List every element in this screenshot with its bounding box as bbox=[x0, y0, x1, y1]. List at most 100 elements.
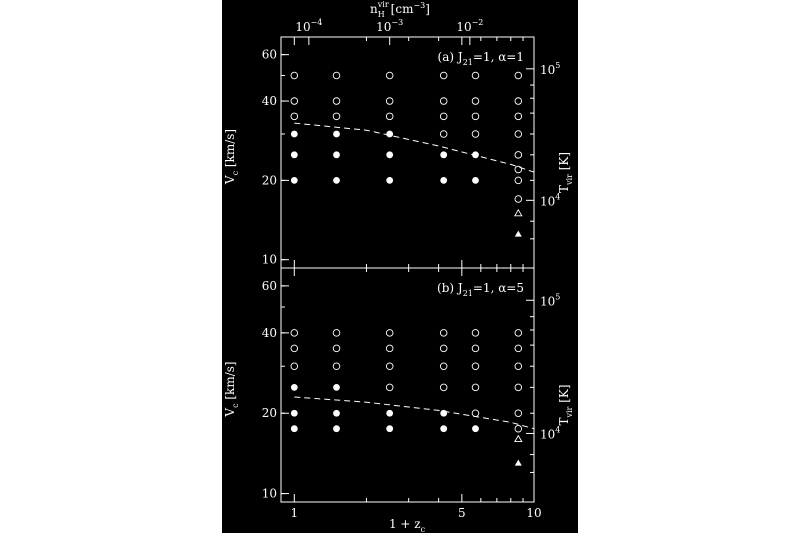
y2-tick-label: 104 bbox=[540, 425, 560, 441]
data-point-open-circle bbox=[332, 71, 341, 80]
top-tick-label: 10−2 bbox=[456, 18, 483, 34]
y-tick-label: 60 bbox=[262, 279, 277, 293]
critical-velocity-line bbox=[294, 396, 535, 430]
top-tick-label: 10−3 bbox=[376, 18, 403, 34]
top-tick-label: 10−4 bbox=[295, 18, 322, 34]
data-point-open-circle bbox=[385, 71, 394, 80]
data-point-open-circle bbox=[471, 112, 480, 121]
y-tick-label: 20 bbox=[262, 173, 277, 187]
y2-axis-label: Tvir [K] bbox=[557, 384, 574, 425]
data-point-open-circle bbox=[514, 362, 523, 370]
y-tick-label: 60 bbox=[262, 48, 277, 62]
y-axis-label: Vc [km/s] bbox=[223, 129, 240, 185]
data-point-open-circle bbox=[439, 112, 448, 121]
top-axis-label: nHvir [cm−3] bbox=[370, 0, 430, 19]
data-point-open-circle bbox=[385, 97, 394, 105]
y2-tick-label: 105 bbox=[540, 61, 560, 77]
y-tick-label: 20 bbox=[262, 406, 277, 420]
data-point-open-circle bbox=[471, 71, 480, 80]
data-point-open-circle bbox=[471, 383, 480, 392]
data-point-filled-circle bbox=[290, 176, 298, 184]
data-point-open-circle bbox=[332, 112, 341, 121]
data-point-open-circle bbox=[514, 151, 523, 159]
data-point-filled-circle bbox=[290, 151, 298, 159]
data-point-open-circle bbox=[439, 130, 448, 138]
panels: 10 20 40 60 104 105 (a) J21=1, α=1 Vc [km/s] Tvi… bbox=[223, 18, 574, 520]
data-point-open-circle bbox=[385, 362, 394, 370]
data-point-open-circle bbox=[514, 71, 523, 80]
data-point-filled-circle bbox=[386, 425, 394, 433]
data-point-open-circle bbox=[514, 112, 523, 121]
data-point-filled-circle bbox=[472, 176, 479, 184]
data-point-open-circle bbox=[290, 362, 299, 370]
critical-velocity-line bbox=[294, 122, 535, 173]
data-point-open-circle bbox=[471, 362, 480, 370]
data-point-filled-circle bbox=[290, 130, 298, 138]
top-axis: 10−4 10−3 10−2 bbox=[295, 18, 483, 45]
y2-axis-label: Tvir [K] bbox=[557, 152, 574, 193]
data-point-open-triangle bbox=[514, 434, 523, 443]
data-point-open-circle bbox=[514, 130, 523, 138]
panel-label: (b) J21=1, α=5 bbox=[437, 281, 524, 298]
data-point-open-circle bbox=[471, 130, 480, 138]
data-point-filled-circle bbox=[386, 409, 394, 417]
data-point-open-circle bbox=[385, 383, 394, 392]
data-point-open-circle bbox=[332, 97, 341, 105]
data-point-filled-circle bbox=[472, 151, 479, 159]
data-point-open-circle bbox=[514, 165, 523, 174]
data-point-open-triangle bbox=[514, 208, 523, 217]
data-point-open-circle bbox=[290, 344, 299, 353]
data-point-open-circle bbox=[514, 195, 523, 203]
data-point-open-circle bbox=[439, 71, 448, 80]
data-point-open-circle bbox=[514, 424, 523, 433]
panel-label: (a) J21=1, α=1 bbox=[438, 50, 524, 67]
data-point-open-circle bbox=[290, 97, 299, 105]
y2-tick-label: 105 bbox=[540, 292, 560, 308]
data-point-filled-circle bbox=[333, 176, 340, 184]
data-point-open-circle bbox=[385, 329, 394, 337]
figure-svg: nHvir [cm−3] 1 + zc 10 20 40 60 104 105 (a) J21… bbox=[223, 0, 574, 533]
data-point-filled-triangle bbox=[514, 230, 522, 237]
data-point-filled-circle bbox=[290, 425, 298, 433]
data-point-open-circle bbox=[471, 409, 480, 417]
data-point-open-circle bbox=[290, 329, 299, 337]
data-point-filled-circle bbox=[333, 425, 340, 433]
x-tick-label: 10 bbox=[526, 506, 541, 520]
data-point-open-circle bbox=[439, 383, 448, 392]
data-point-filled-circle bbox=[472, 425, 479, 433]
figure: nHvir [cm−3] 1 + zc 10 20 40 60 104 105 (a) J21… bbox=[222, 0, 578, 533]
data-point-filled-triangle bbox=[514, 459, 522, 466]
panel-a: 10 20 40 60 104 105 (a) J21=1, α=1 Vc [km/s] Tvi… bbox=[223, 36, 574, 269]
data-point-open-circle bbox=[290, 71, 299, 80]
data-point-filled-circle bbox=[440, 151, 448, 159]
data-point-open-circle bbox=[439, 329, 448, 337]
y2-tick-label: 104 bbox=[540, 192, 560, 208]
data-point-open-circle bbox=[514, 344, 523, 353]
data-point-filled-circle bbox=[290, 383, 298, 391]
data-point-open-circle bbox=[471, 97, 480, 105]
data-point-open-circle bbox=[514, 409, 523, 417]
data-point-filled-circle bbox=[386, 151, 394, 159]
data-point-open-circle bbox=[514, 97, 523, 105]
data-point-open-circle bbox=[332, 329, 341, 337]
data-point-filled-circle bbox=[333, 383, 340, 391]
data-point-filled-circle bbox=[440, 176, 448, 184]
plot-frame bbox=[280, 36, 535, 269]
data-point-open-circle bbox=[471, 329, 480, 337]
bottom-axis-label: 1 + zc bbox=[389, 517, 426, 533]
plot-frame bbox=[280, 267, 535, 503]
data-point-filled-circle bbox=[333, 409, 340, 417]
data-point-open-circle bbox=[471, 344, 480, 353]
data-point-open-circle bbox=[514, 329, 523, 337]
data-point-open-circle bbox=[439, 97, 448, 105]
data-point-filled-circle bbox=[333, 151, 340, 159]
data-point-filled-circle bbox=[386, 176, 394, 184]
data-point-open-circle bbox=[332, 362, 341, 370]
y-tick-label: 10 bbox=[262, 487, 277, 501]
y-axis-label: Vc [km/s] bbox=[223, 361, 240, 417]
x-tick-label: 1 bbox=[290, 506, 298, 520]
data-point-open-circle bbox=[514, 176, 523, 185]
data-point-filled-circle bbox=[333, 130, 340, 138]
y-tick-label: 40 bbox=[262, 94, 277, 108]
data-point-open-circle bbox=[385, 344, 394, 353]
